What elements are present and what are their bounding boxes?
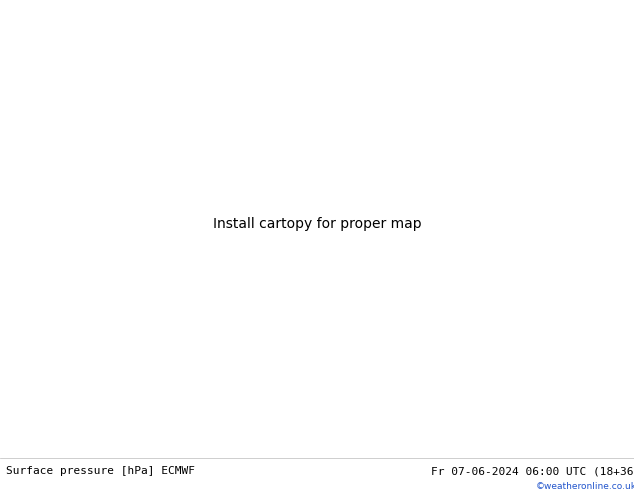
- Text: Fr 07-06-2024 06:00 UTC (18+36): Fr 07-06-2024 06:00 UTC (18+36): [431, 466, 634, 476]
- Text: ©weatheronline.co.uk: ©weatheronline.co.uk: [536, 482, 634, 490]
- Text: Install cartopy for proper map: Install cartopy for proper map: [212, 217, 422, 231]
- Text: Surface pressure [hPa] ECMWF: Surface pressure [hPa] ECMWF: [6, 466, 195, 476]
